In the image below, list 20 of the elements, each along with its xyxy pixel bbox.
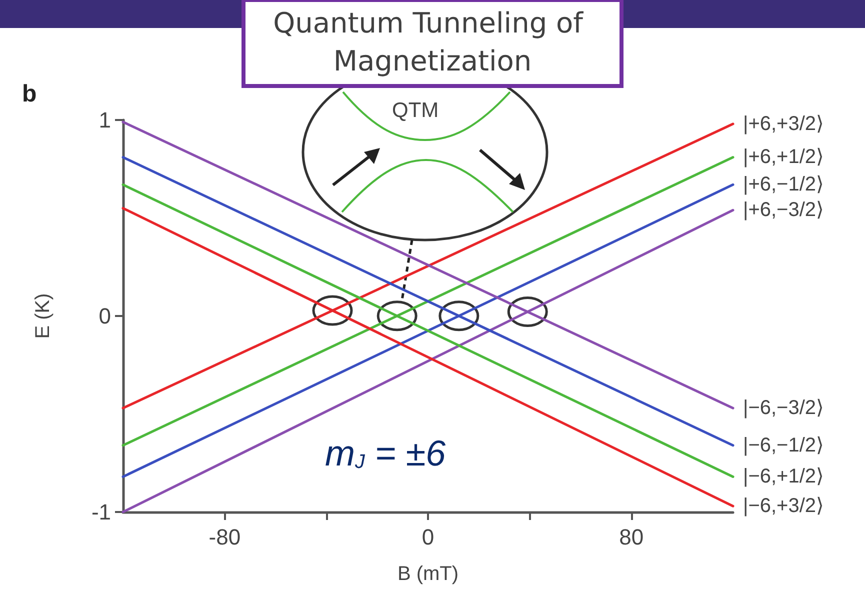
x-tick-label: 0 (422, 524, 434, 550)
x-tick-label: -80 (208, 524, 241, 550)
y-axis-title: E (K) (32, 293, 54, 339)
x-axis-title: B (mT) (397, 563, 459, 585)
text: b (22, 80, 37, 108)
series-label: |−6,+3/2⟩ (743, 495, 824, 518)
y-tick-label: 0 (98, 304, 111, 328)
series-label: |−6,−3/2⟩ (743, 397, 824, 420)
annotation: QTM (392, 99, 439, 122)
series-label: |+6,+1/2⟩ (743, 146, 824, 168)
x-tick-label: 80 (619, 524, 644, 550)
series-label: |+6,−3/2⟩ (743, 199, 824, 222)
y-tick-label: 1 (98, 108, 111, 132)
annotation: mJ = ±6 (325, 432, 447, 474)
chart-title: Quantum Tunneling of Magnetization (273, 6, 592, 78)
series-label: |+6,−1/2⟩ (743, 174, 824, 196)
series-label: |−6,−1/2⟩ (743, 434, 824, 456)
series-label: |+6,+3/2⟩ (743, 112, 824, 135)
series-label: |−6,+1/2⟩ (743, 466, 824, 488)
y-tick-label: -1 (91, 500, 111, 524)
